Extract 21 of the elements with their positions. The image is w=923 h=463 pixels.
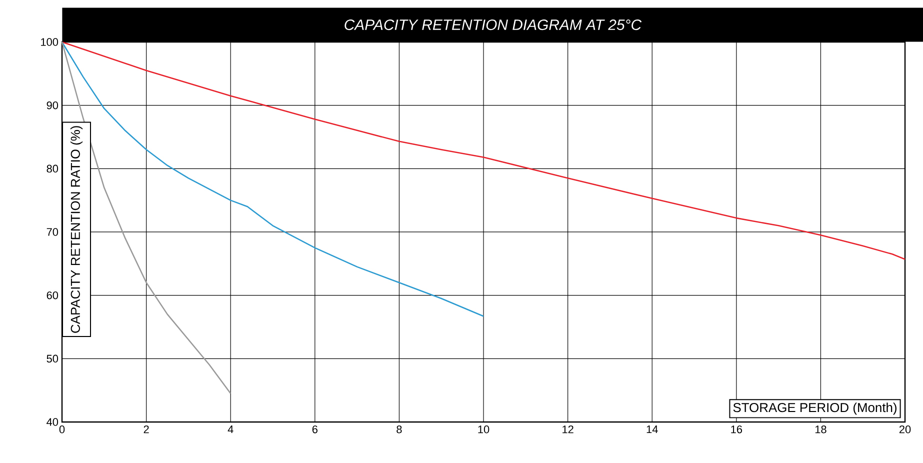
- x-tick-label: 16: [731, 426, 742, 434]
- y-tick-label: 80: [46, 164, 58, 173]
- x-tick-label: 4: [228, 426, 234, 434]
- y-tick-label: 100: [41, 38, 58, 46]
- chart-title: CAPACITY RETENTION DIAGRAM AT 25°C: [344, 20, 642, 30]
- y-tick-label: 70: [46, 228, 58, 236]
- x-tick-label: 0: [59, 426, 65, 434]
- x-tick-label: 12: [562, 426, 574, 434]
- x-tick-label: 20: [899, 426, 911, 434]
- x-tick-label: 14: [646, 426, 658, 434]
- x-axis-title: STORAGE PERIOD (Month): [733, 402, 896, 415]
- x-tick-label: 6: [312, 426, 318, 434]
- x-tick-label: 2: [144, 426, 149, 434]
- x-tick-label: 8: [396, 426, 402, 434]
- y-tick-label: 40: [46, 418, 58, 426]
- y-tick-label: 60: [46, 291, 58, 300]
- x-tick-label: 10: [478, 426, 490, 434]
- y-axis-title: CAPACITY RETENTION RATIO (%): [70, 126, 83, 333]
- y-tick-label: 90: [46, 101, 58, 110]
- x-tick-label: 18: [815, 426, 826, 434]
- y-tick-label: 50: [46, 354, 58, 363]
